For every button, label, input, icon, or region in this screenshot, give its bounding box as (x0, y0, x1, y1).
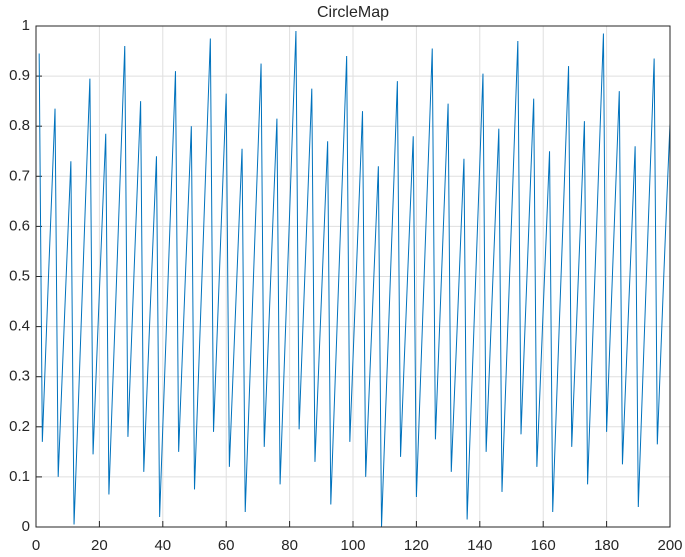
x-tick-label: 160 (531, 537, 556, 554)
y-tick-label: 0.6 (9, 217, 30, 234)
x-tick-label: 140 (467, 537, 492, 554)
x-tick-label: 80 (281, 537, 298, 554)
x-tick-label: 100 (340, 537, 365, 554)
y-tick-label: 0.5 (9, 267, 30, 284)
x-tick-label: 40 (154, 537, 171, 554)
y-tick-label: 0 (22, 518, 30, 535)
x-tick-label: 120 (404, 537, 429, 554)
y-tick-label: 0.3 (9, 368, 30, 385)
x-tick-label: 0 (32, 537, 40, 554)
y-tick-label: 0.7 (9, 167, 30, 184)
line-series (38, 30, 671, 528)
x-tick-label: 200 (657, 537, 682, 554)
y-tick-label: 0.9 (9, 67, 30, 84)
y-tick-label: 0.8 (9, 117, 30, 134)
plot-frame (35, 25, 671, 528)
chart-title: CircleMap (317, 4, 389, 21)
y-tick-label: 0.2 (9, 418, 30, 435)
y-tick-label: 1 (22, 17, 30, 34)
y-tick-label: 0.1 (9, 468, 30, 485)
x-tick-label: 20 (91, 537, 108, 554)
y-tick-label: 0.4 (9, 318, 30, 335)
x-tick-label: 60 (218, 537, 235, 554)
x-tick-label: 180 (594, 537, 619, 554)
